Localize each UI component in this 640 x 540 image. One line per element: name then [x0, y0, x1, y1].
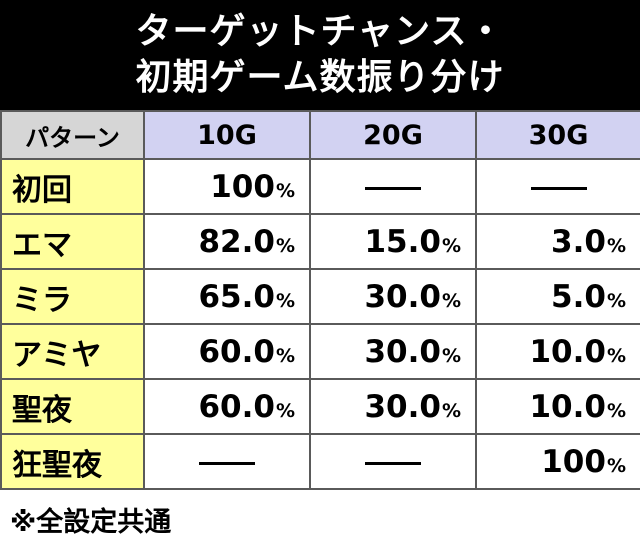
- column-header-30g: 30G: [475, 110, 640, 160]
- table-row: 狂聖夜 100%: [0, 433, 640, 490]
- dash-mark: [530, 186, 587, 190]
- table-row: ミラ 65.0% 30.0% 5.0%: [0, 268, 640, 325]
- percentage-value: 15.0: [364, 223, 441, 260]
- table-row: 初回 100%: [0, 158, 640, 215]
- percentage-value: 10.0: [529, 388, 606, 425]
- percentage-value: 10.0: [529, 333, 606, 370]
- percent-sign: %: [606, 234, 626, 257]
- percentage-value: 30.0: [364, 388, 441, 425]
- percentage-cell: 100%: [475, 433, 640, 490]
- percentage-value: 65.0: [198, 278, 275, 315]
- percent-sign: %: [606, 344, 626, 367]
- percentage-value: 3.0: [551, 223, 606, 260]
- table-header-row: パターン 10G 20G 30G: [0, 110, 640, 160]
- column-header-20g: 20G: [309, 110, 477, 160]
- percentage-cell: 30.0%: [309, 378, 477, 435]
- empty-cell: [475, 158, 640, 215]
- title-line-2: 初期ゲーム数振り分け: [135, 57, 505, 98]
- percentage-value: 82.0: [198, 223, 275, 260]
- table-row: 聖夜 60.0% 30.0% 10.0%: [0, 378, 640, 435]
- dash-mark: [199, 461, 255, 465]
- percentage-cell: 65.0%: [143, 268, 311, 325]
- percent-sign: %: [275, 234, 295, 257]
- percent-sign: %: [441, 289, 461, 312]
- percent-sign: %: [441, 234, 461, 257]
- percent-sign: %: [606, 289, 626, 312]
- pattern-label: アミヤ: [0, 323, 145, 380]
- distribution-table: パターン 10G 20G 30G 初回 100% エマ 82.0% 15.0% 3.0% ミ…: [0, 110, 640, 490]
- empty-cell: [143, 433, 311, 490]
- percentage-cell: 30.0%: [309, 323, 477, 380]
- percentage-cell: 3.0%: [475, 213, 640, 270]
- dash-mark: [365, 461, 421, 465]
- percent-sign: %: [606, 454, 626, 477]
- table-row: エマ 82.0% 15.0% 3.0%: [0, 213, 640, 270]
- percent-sign: %: [275, 289, 295, 312]
- percentage-cell: 10.0%: [475, 323, 640, 380]
- percentage-cell: 15.0%: [309, 213, 477, 270]
- column-header-10g: 10G: [143, 110, 311, 160]
- percentage-cell: 60.0%: [143, 323, 311, 380]
- pattern-label: エマ: [0, 213, 145, 270]
- percentage-cell: 10.0%: [475, 378, 640, 435]
- percentage-value: 100: [541, 443, 606, 480]
- percentage-cell: 60.0%: [143, 378, 311, 435]
- percent-sign: %: [441, 399, 461, 422]
- percentage-cell: 30.0%: [309, 268, 477, 325]
- percentage-cell: 5.0%: [475, 268, 640, 325]
- percentage-value: 30.0: [364, 333, 441, 370]
- corner-header: パターン: [0, 110, 145, 160]
- title-line-1: ターゲットチャンス・: [135, 11, 505, 52]
- pattern-label: 聖夜: [0, 378, 145, 435]
- percent-sign: %: [441, 344, 461, 367]
- percentage-cell: 82.0%: [143, 213, 311, 270]
- dash-mark: [365, 186, 421, 190]
- footnote: ※全設定共通: [10, 507, 172, 538]
- percent-sign: %: [275, 179, 295, 202]
- percentage-value: 60.0: [198, 388, 275, 425]
- percentage-value: 30.0: [364, 278, 441, 315]
- pattern-label: 初回: [0, 158, 145, 215]
- empty-cell: [309, 433, 477, 490]
- title-banner: ターゲットチャンス・ 初期ゲーム数振り分け: [0, 0, 640, 110]
- empty-cell: [309, 158, 477, 215]
- percentage-value: 5.0: [551, 278, 606, 315]
- table-row: アミヤ 60.0% 30.0% 10.0%: [0, 323, 640, 380]
- percentage-cell: 100%: [143, 158, 311, 215]
- pattern-label: 狂聖夜: [0, 433, 145, 490]
- percent-sign: %: [275, 344, 295, 367]
- pattern-label: ミラ: [0, 268, 145, 325]
- percent-sign: %: [606, 399, 626, 422]
- percentage-value: 100: [210, 168, 275, 205]
- percent-sign: %: [275, 399, 295, 422]
- percentage-value: 60.0: [198, 333, 275, 370]
